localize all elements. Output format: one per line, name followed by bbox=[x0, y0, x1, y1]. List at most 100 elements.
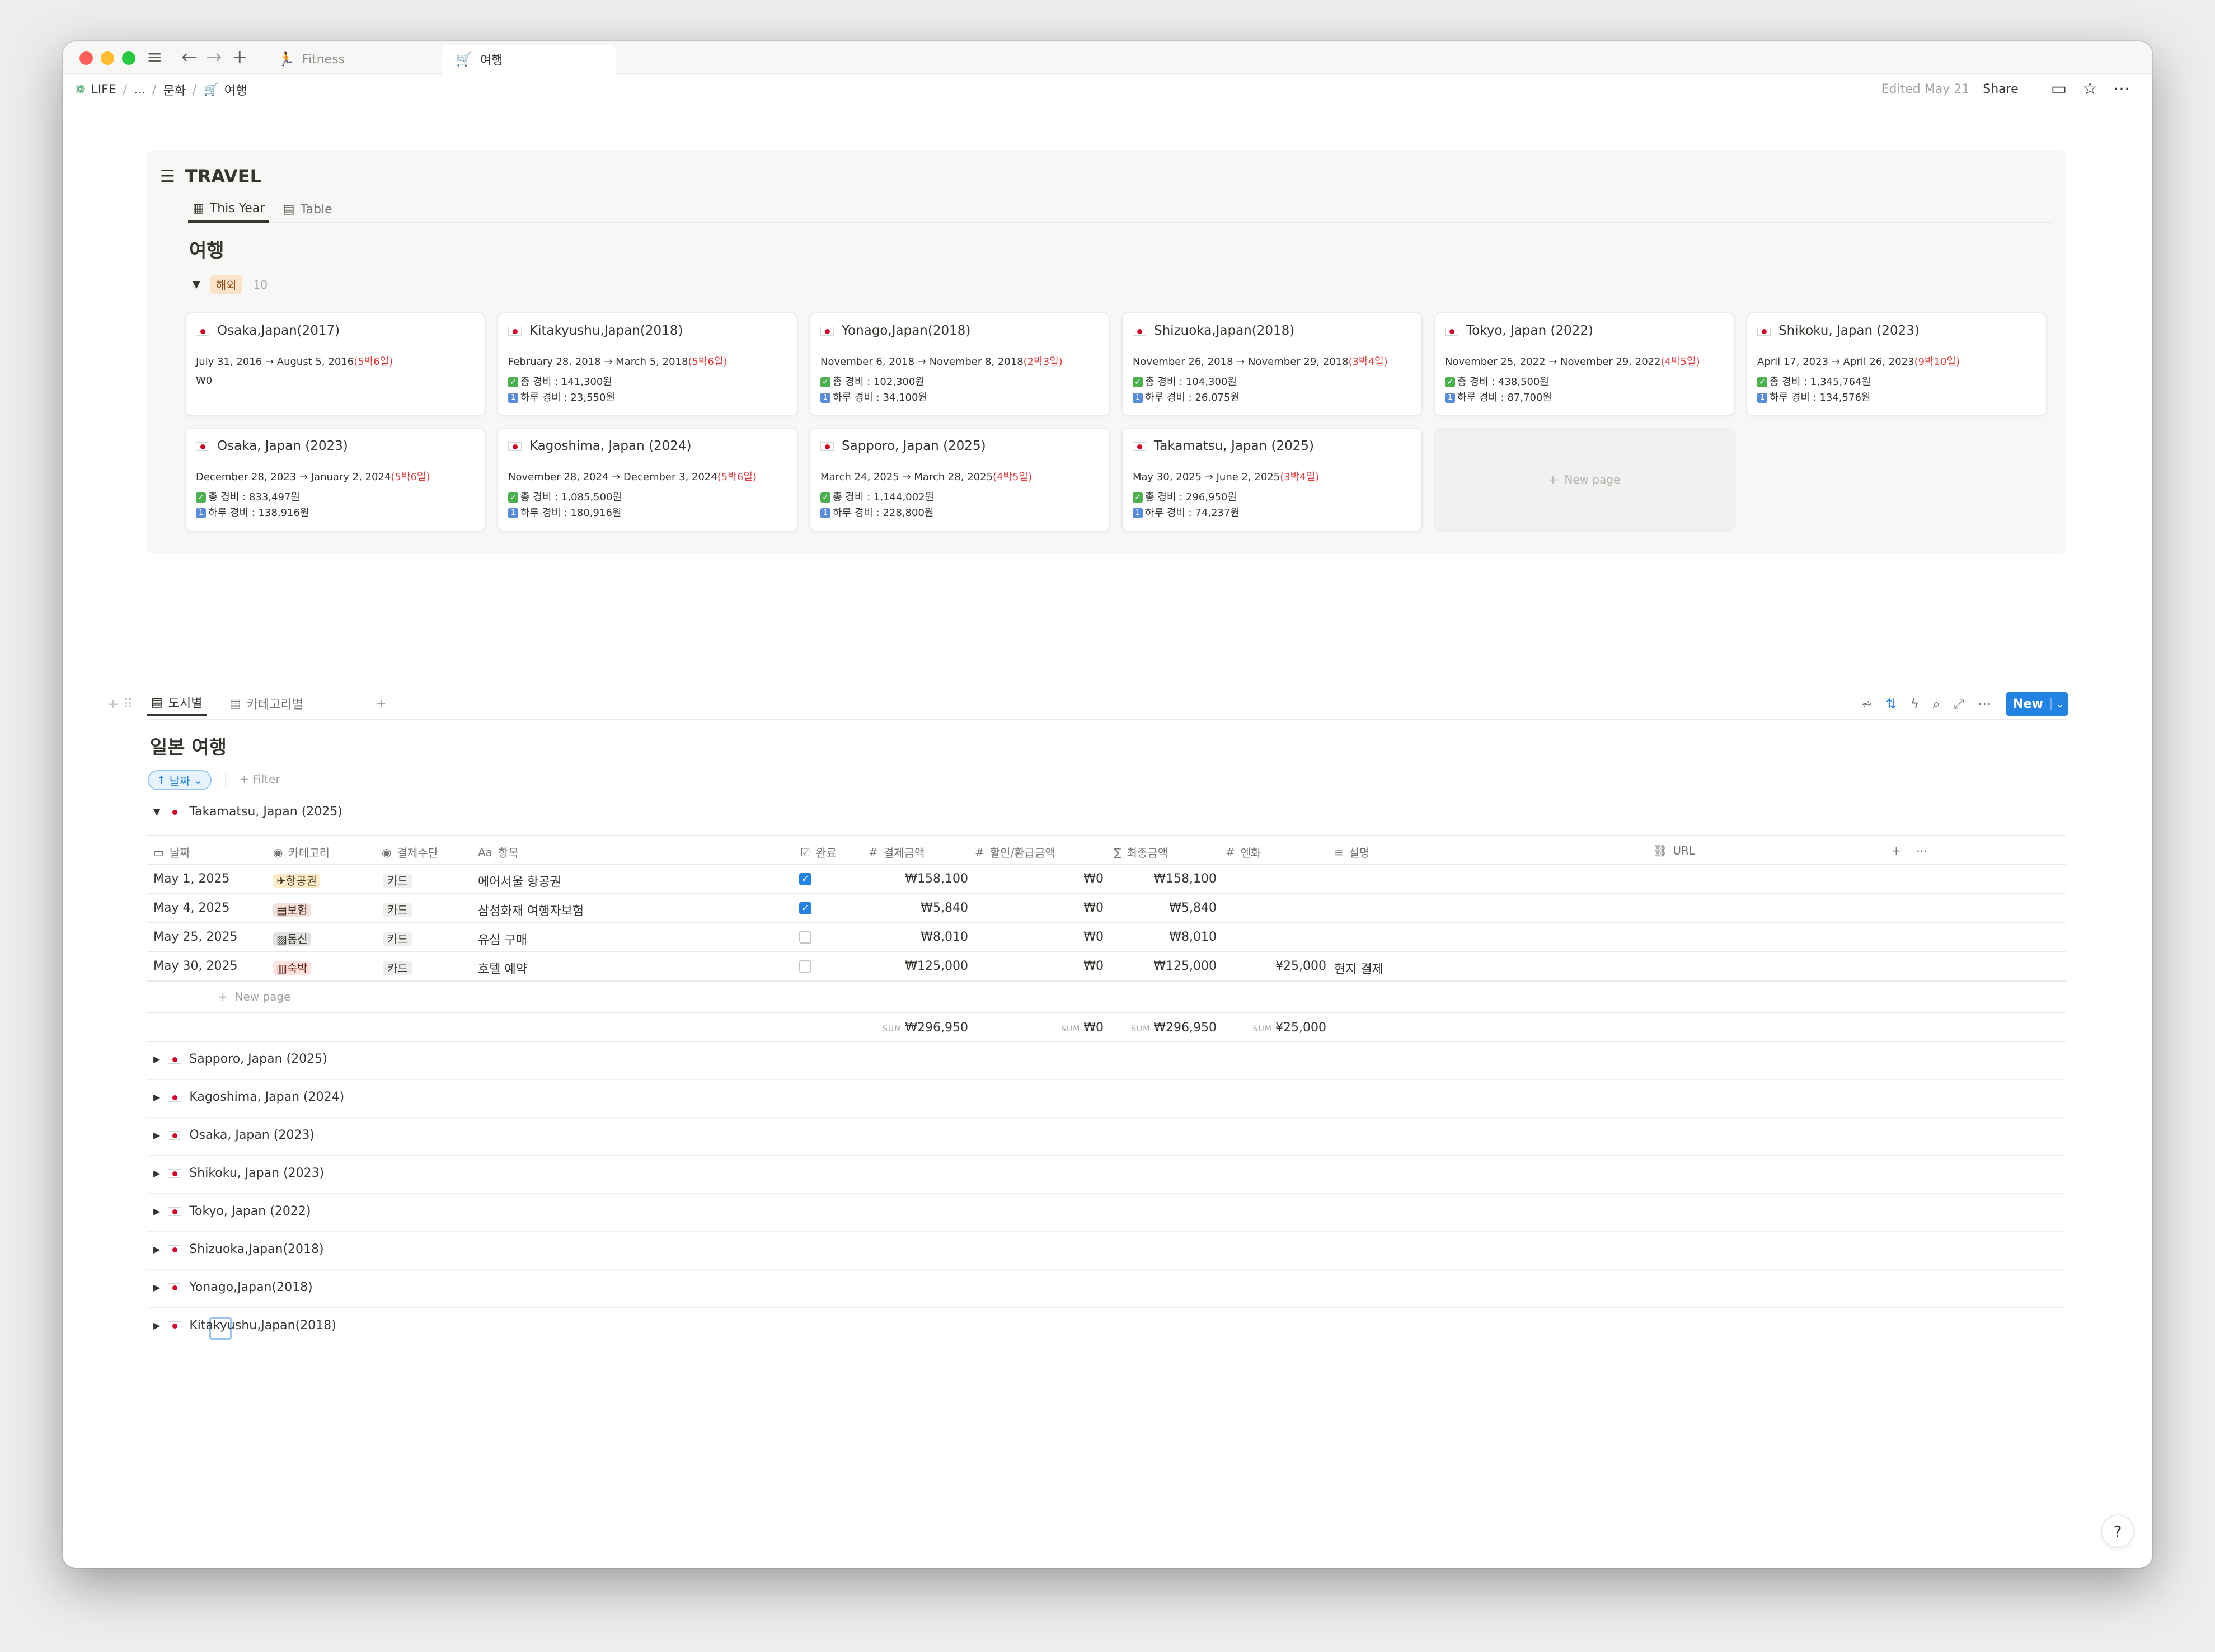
sum-amount[interactable]: SUM ₩296,950 bbox=[883, 1021, 968, 1035]
column-item[interactable]: Aa 항목 bbox=[478, 845, 519, 860]
column-payment[interactable]: ◉ 결제수단 bbox=[382, 845, 439, 860]
collapse-triangle-icon[interactable]: ▼ bbox=[193, 279, 200, 290]
group-header-collapsed[interactable]: ▶ Sapporo, Japan (2025) bbox=[153, 1052, 327, 1066]
automation-bolt-icon[interactable]: ϟ bbox=[1910, 696, 1920, 712]
expand-icon[interactable]: ⤢ bbox=[1953, 696, 1964, 712]
cell-payment[interactable]: 카드 bbox=[383, 901, 412, 917]
help-icon[interactable]: ? bbox=[2102, 1515, 2133, 1547]
breadcrumb-root[interactable]: LIFE bbox=[91, 82, 116, 97]
sort-icon[interactable]: ⇅ bbox=[1885, 696, 1897, 712]
database-title-text[interactable]: TRAVEL bbox=[185, 166, 261, 187]
more-options-icon[interactable]: ⋯ bbox=[2113, 79, 2130, 98]
table-row[interactable]: May 4, 2025 ▤보험 카드 삼성화재 여행자보험 ✓ ₩5,840 ₩… bbox=[147, 894, 2066, 923]
cell-discount[interactable]: ₩0 bbox=[1083, 959, 1104, 973]
breadcrumb-ellipsis[interactable]: ... bbox=[134, 82, 146, 97]
block-handle[interactable]: + ⠿ bbox=[107, 696, 133, 712]
comment-icon[interactable]: ▭ bbox=[2050, 79, 2067, 98]
table-row[interactable]: May 30, 2025 ▥숙박 카드 호텔 예약 ₩125,000 ₩0 ₩1… bbox=[147, 952, 2066, 982]
cell-item[interactable]: 호텔 예약 bbox=[478, 963, 527, 977]
close-window-button[interactable] bbox=[79, 51, 93, 65]
favorite-star-icon[interactable]: ☆ bbox=[2082, 79, 2097, 98]
sum-yen[interactable]: SUM ¥25,000 bbox=[1252, 1021, 1326, 1035]
cell-date[interactable]: May 1, 2025 bbox=[153, 872, 230, 886]
sort-pill[interactable]: ↑ 날짜 ⌄ bbox=[148, 770, 212, 790]
gallery-card[interactable]: Kitakyushu,Japan(2018) February 28, 2018… bbox=[498, 313, 797, 415]
group-header-collapsed[interactable]: ▶ Shikoku, Japan (2023) bbox=[153, 1166, 325, 1180]
done-checkbox[interactable] bbox=[799, 960, 811, 973]
cell-amount[interactable]: ₩5,840 bbox=[921, 901, 968, 915]
forward-arrow-icon[interactable]: → bbox=[206, 46, 222, 68]
column-description[interactable]: ≡ 설명 bbox=[1334, 845, 1370, 860]
gallery-card[interactable]: Kagoshima, Japan (2024) November 28, 202… bbox=[498, 429, 797, 531]
sum-final[interactable]: SUM ₩296,950 bbox=[1131, 1021, 1217, 1035]
sum-discount[interactable]: SUM ₩0 bbox=[1061, 1021, 1104, 1035]
cell-amount[interactable]: ₩125,000 bbox=[905, 959, 968, 973]
gallery-card[interactable]: Osaka, Japan (2023) December 28, 2023 → … bbox=[186, 429, 485, 531]
new-tab-plus-icon[interactable]: + bbox=[232, 46, 248, 68]
cell-description[interactable]: 현지 결제 bbox=[1334, 963, 1383, 977]
add-view-plus-icon[interactable]: + bbox=[376, 696, 387, 711]
cell-amount[interactable]: ₩158,100 bbox=[905, 872, 968, 886]
column-url[interactable]: ⛓ URL bbox=[1653, 844, 1696, 857]
column-date[interactable]: ▭ 날짜 bbox=[153, 845, 190, 860]
column-final[interactable]: ∑ 최종금액 bbox=[1114, 845, 1168, 860]
gallery-card[interactable]: Yonago,Japan(2018) November 6, 2018 → No… bbox=[810, 313, 1109, 415]
cell-payment[interactable]: 카드 bbox=[383, 872, 412, 888]
group-header-collapsed[interactable]: ▶ Yonago,Japan(2018) bbox=[153, 1280, 313, 1294]
cell-final[interactable]: ₩158,100 bbox=[1153, 872, 1217, 886]
cell-payment[interactable]: 카드 bbox=[383, 959, 412, 975]
cell-item[interactable]: 유심 구매 bbox=[478, 933, 527, 947]
tab-travel[interactable]: 🛒 여행 bbox=[442, 45, 616, 74]
cell-discount[interactable]: ₩0 bbox=[1083, 930, 1104, 944]
group-header-overseas[interactable]: ▼ 해외 10 bbox=[193, 275, 268, 294]
gallery-title[interactable]: 여행 bbox=[189, 240, 224, 262]
breadcrumb-parent[interactable]: 문화 bbox=[163, 84, 186, 98]
tab-this-year[interactable]: ▦ This Year bbox=[188, 196, 270, 223]
cell-date[interactable]: May 4, 2025 bbox=[153, 901, 230, 915]
gallery-card[interactable]: Shizuoka,Japan(2018) November 26, 2018 →… bbox=[1123, 313, 1421, 415]
back-arrow-icon[interactable]: ← bbox=[181, 46, 198, 68]
filter-icon[interactable]: ⩫ bbox=[1861, 696, 1873, 712]
collapse-triangle-icon[interactable]: ▼ bbox=[153, 806, 161, 817]
minimize-window-button[interactable] bbox=[101, 51, 114, 65]
done-checkbox[interactable] bbox=[799, 931, 811, 944]
group-header-collapsed[interactable]: ▶ Tokyo, Japan (2022) bbox=[153, 1204, 311, 1218]
cell-yen[interactable]: ¥25,000 bbox=[1275, 959, 1326, 973]
column-done[interactable]: ☑ 완료 bbox=[800, 845, 837, 860]
tab-table[interactable]: ▤ Table bbox=[283, 196, 332, 223]
chevron-down-icon[interactable]: ⌄ bbox=[2050, 698, 2068, 710]
add-column-plus-icon[interactable]: + bbox=[1892, 844, 1901, 857]
group-header-collapsed[interactable]: ▶ Osaka, Japan (2023) bbox=[153, 1128, 315, 1142]
cell-item[interactable]: 삼성화재 여행자보험 bbox=[478, 904, 584, 918]
gallery-card[interactable]: Sapporo, Japan (2025) March 24, 2025 → M… bbox=[810, 429, 1109, 531]
sidebar-menu-icon[interactable]: ≡ bbox=[147, 46, 163, 68]
maximize-window-button[interactable] bbox=[122, 51, 135, 65]
group-header-collapsed[interactable]: ▶ Shizuoka,Japan(2018) bbox=[153, 1242, 324, 1256]
cell-category[interactable]: ▨통신 bbox=[273, 930, 311, 946]
cell-date[interactable]: May 25, 2025 bbox=[153, 930, 238, 944]
gallery-card[interactable]: Shikoku, Japan (2023) April 17, 2023 → A… bbox=[1747, 313, 2046, 415]
more-options-icon[interactable]: ⋯ bbox=[1978, 696, 1991, 712]
tab-fitness[interactable]: 🏃 Fitness bbox=[264, 45, 499, 74]
group-header-collapsed[interactable]: ▶ Kitakyushu,Japan(2018) bbox=[153, 1318, 336, 1332]
cell-payment[interactable]: 카드 bbox=[383, 930, 412, 946]
cell-final[interactable]: ₩125,000 bbox=[1153, 959, 1217, 973]
cell-category[interactable]: ▤보험 bbox=[273, 901, 311, 917]
search-icon[interactable]: ⌕ bbox=[1932, 696, 1940, 712]
cell-final[interactable]: ₩5,840 bbox=[1169, 901, 1217, 915]
new-page-card[interactable]: + New page bbox=[1435, 429, 1734, 531]
done-checkbox[interactable]: ✓ bbox=[799, 873, 811, 885]
done-checkbox[interactable]: ✓ bbox=[799, 902, 811, 914]
gallery-card[interactable]: Tokyo, Japan (2022) November 25, 2022 → … bbox=[1435, 313, 1734, 415]
table-title[interactable]: 일본 여행 bbox=[150, 736, 227, 759]
cell-item[interactable]: 에어서울 항공권 bbox=[478, 875, 561, 889]
group-header-open[interactable]: ▼ Takamatsu, Japan (2025) bbox=[153, 805, 342, 819]
new-entry-button[interactable]: New ⌄ bbox=[2006, 692, 2068, 716]
tab-by-city[interactable]: ▤ 도시별 bbox=[147, 691, 207, 716]
cell-amount[interactable]: ₩8,010 bbox=[921, 930, 968, 944]
column-category[interactable]: ◉ 카테고리 bbox=[273, 845, 330, 860]
column-more-icon[interactable]: ⋯ bbox=[1916, 844, 1927, 857]
column-yen[interactable]: # 엔화 bbox=[1226, 845, 1261, 860]
group-header-collapsed[interactable]: ▶ Kagoshima, Japan (2024) bbox=[153, 1090, 345, 1104]
add-filter-button[interactable]: + Filter bbox=[240, 772, 280, 786]
